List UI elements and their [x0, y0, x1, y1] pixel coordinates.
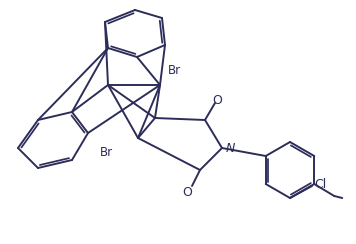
Text: N: N	[226, 142, 235, 155]
Text: O: O	[182, 185, 192, 199]
Text: Br: Br	[168, 63, 181, 77]
Text: Br: Br	[100, 145, 113, 159]
Text: O: O	[212, 94, 222, 108]
Text: Cl: Cl	[314, 177, 326, 191]
